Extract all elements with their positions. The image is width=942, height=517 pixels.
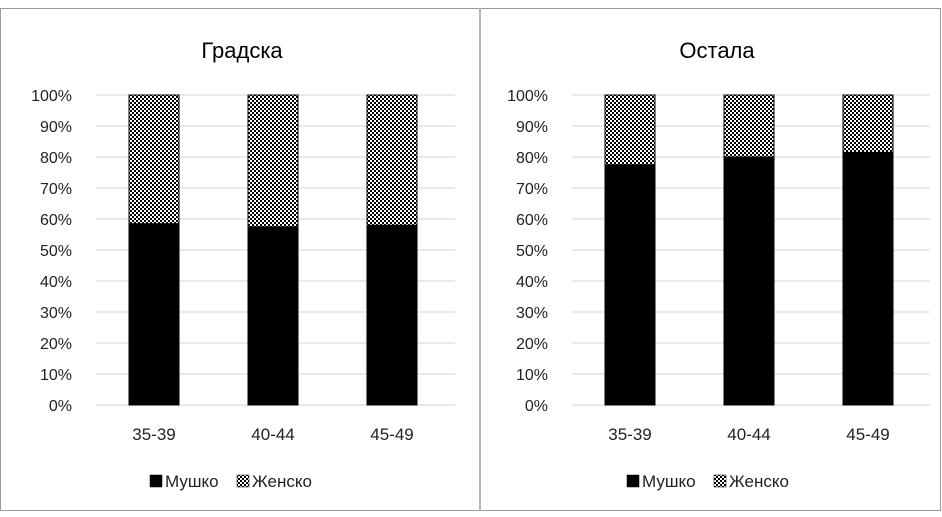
legend-label: Мушко xyxy=(165,472,219,491)
chart-panel-2: Остала 0% 10% 20% 30% 40% 50% 60% 70% 80% 90% 100% 3… xyxy=(507,38,930,491)
figure-frame xyxy=(0,8,941,511)
x-tick-label: 45-49 xyxy=(370,425,413,444)
bar-male xyxy=(723,156,775,406)
bar-male xyxy=(247,226,299,406)
y-tick-label: 100% xyxy=(31,88,72,105)
x-tick-label: 35-39 xyxy=(132,425,175,444)
legend-swatch xyxy=(713,474,727,488)
y-tick-label: 90% xyxy=(516,119,548,136)
chart-panel-1: Градска 0% 10% 20% 30% 40% 50% 60% 70% 80% 90% 100%… xyxy=(31,38,455,491)
y-tick-label: 80% xyxy=(40,150,72,167)
y-tick-label: 90% xyxy=(40,119,72,136)
y-tick-label: 20% xyxy=(40,336,72,353)
legend-label: Женско xyxy=(729,472,789,491)
legend-swatch xyxy=(626,474,640,488)
y-tick-label: 60% xyxy=(516,212,548,229)
y-tick-label: 70% xyxy=(40,181,72,198)
y-tick-label: 10% xyxy=(40,367,72,384)
y-tick-label: 30% xyxy=(516,305,548,322)
bar-female xyxy=(128,94,180,225)
legend-swatch xyxy=(149,474,163,488)
y-tick-label: 20% xyxy=(516,336,548,353)
y-tick-label: 60% xyxy=(40,212,72,229)
bar-female xyxy=(366,94,418,226)
y-tick-label: 30% xyxy=(40,305,72,322)
y-tick-label: 10% xyxy=(516,367,548,384)
legend-swatch xyxy=(236,474,250,488)
bar-female xyxy=(842,94,894,153)
y-tick-label: 50% xyxy=(516,243,548,260)
x-tick-label: 40-44 xyxy=(251,425,294,444)
y-tick-label: 80% xyxy=(516,150,548,167)
bar-male xyxy=(128,223,180,406)
y-tick-label: 40% xyxy=(40,274,72,291)
y-tick-label: 0% xyxy=(525,398,548,415)
x-tick-label: 35-39 xyxy=(608,425,651,444)
chart-title: Остала xyxy=(679,38,755,63)
chart-title: Градска xyxy=(201,38,283,63)
y-tick-label: 0% xyxy=(49,398,72,415)
legend-label: Мушко xyxy=(642,472,696,491)
bar-male xyxy=(842,151,894,406)
y-tick-label: 50% xyxy=(40,243,72,260)
y-tick-label: 100% xyxy=(507,88,548,105)
bar-male xyxy=(366,224,418,406)
bar-female xyxy=(723,94,775,158)
y-tick-label: 40% xyxy=(516,274,548,291)
x-tick-label: 45-49 xyxy=(846,425,889,444)
x-tick-label: 40-44 xyxy=(727,425,770,444)
legend-label: Женско xyxy=(252,472,312,491)
bar-male xyxy=(604,164,656,406)
y-tick-label: 70% xyxy=(516,181,548,198)
bar-female xyxy=(604,94,656,166)
bar-female xyxy=(247,94,299,228)
